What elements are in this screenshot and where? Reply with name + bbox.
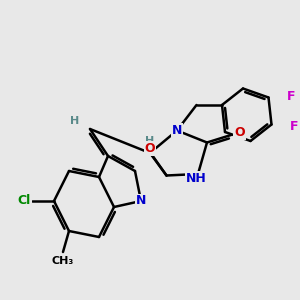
Text: NH: NH — [186, 172, 207, 185]
Text: N: N — [136, 194, 146, 208]
Text: CH₃: CH₃ — [52, 256, 74, 266]
Text: H: H — [70, 116, 80, 127]
Text: O: O — [145, 142, 155, 155]
Text: Cl: Cl — [17, 194, 31, 208]
Text: F: F — [287, 89, 296, 103]
Text: N: N — [172, 124, 182, 137]
Text: O: O — [234, 125, 245, 139]
Text: F: F — [290, 119, 299, 133]
Text: H: H — [146, 136, 154, 146]
